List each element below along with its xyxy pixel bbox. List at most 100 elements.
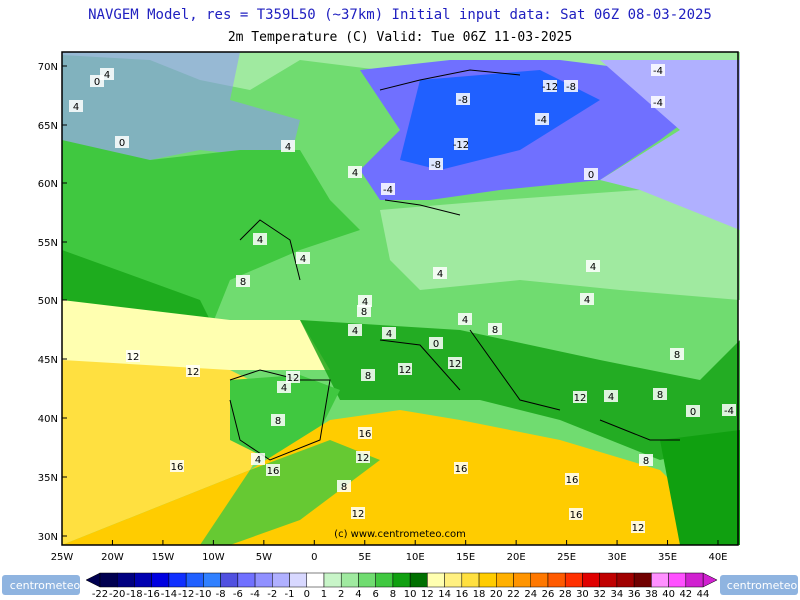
contour-label: 12: [187, 367, 200, 378]
contour-label-bg: [286, 371, 300, 383]
contour-label: 4: [362, 297, 368, 308]
legend-swatch: [134, 572, 152, 588]
legend-label: 16: [455, 589, 468, 600]
contour-label: 12: [357, 453, 370, 464]
contour-label: 8: [674, 350, 680, 361]
legend-swatch: [427, 572, 445, 588]
contour-label-bg: [361, 369, 375, 381]
contour-label: 8: [361, 307, 367, 318]
contour-label-bg: [639, 454, 653, 466]
legend-label: 22: [507, 589, 520, 600]
map: [61, 51, 740, 546]
legend-label: -16: [144, 589, 160, 600]
lat-label: 40N: [38, 414, 58, 425]
legend-swatch: [685, 572, 704, 588]
mediterranean-africa: [62, 410, 690, 545]
contour-label: 12: [574, 393, 587, 404]
lat-label: 55N: [38, 238, 58, 249]
contour-label: 0: [690, 407, 696, 418]
legend-label: 34: [611, 589, 624, 600]
contour-label-bg: [90, 75, 104, 87]
contour-label-bg: [535, 113, 549, 125]
lon-label: 5W: [256, 552, 272, 563]
legend-label: 10: [404, 589, 417, 600]
lon-label: 35E: [658, 552, 677, 563]
legend-label: 1: [321, 589, 327, 600]
contour-label-bg: [69, 100, 83, 112]
legend-swatch: [530, 572, 549, 588]
lon-label: 25W: [51, 552, 74, 563]
contour-label: -8: [566, 82, 576, 93]
contour-label: 0: [94, 77, 100, 88]
legend-swatch: [461, 572, 480, 588]
contour-label-bg: [488, 323, 502, 335]
legend-label: 4: [355, 589, 361, 600]
legend-label: -12: [178, 589, 194, 600]
legend-swatch: [116, 572, 135, 588]
legend-label: 20: [490, 589, 503, 600]
copyright: (c) www.centrometeo.com: [334, 529, 466, 540]
legend-swatch: [272, 572, 290, 588]
contour-label-bg: [126, 350, 140, 362]
logo-text: centrometeo: [10, 579, 81, 592]
contour-label: 4: [437, 269, 443, 280]
lon-label: 20E: [507, 552, 526, 563]
contour-label-bg: [454, 462, 468, 474]
levant: [660, 430, 740, 545]
contour-label: -12: [453, 140, 469, 151]
legend-label: 6: [372, 589, 378, 600]
contour-label-bg: [433, 267, 447, 279]
contour-label: 12: [127, 352, 140, 363]
lon-label: 20W: [101, 552, 124, 563]
legend-swatch: [185, 572, 204, 588]
lon-label: 15E: [456, 552, 475, 563]
legend-swatch: [582, 572, 600, 588]
contour-label-bg: [458, 313, 472, 325]
legend-swatch: [599, 572, 618, 588]
contour-label-bg: [356, 451, 370, 463]
contour-label: 4: [462, 315, 468, 326]
legend-swatch: [409, 572, 428, 588]
contour-label: -4: [653, 98, 663, 109]
contour-label: 16: [267, 466, 280, 477]
contour-label-bg: [584, 168, 598, 180]
legend-label: -1: [285, 589, 295, 600]
legend-label: 26: [542, 589, 555, 600]
legend-arrow-right: [702, 572, 718, 588]
lat-label: 65N: [38, 121, 58, 132]
contour-label: 4: [608, 392, 614, 403]
contour-label-bg: [651, 96, 665, 108]
legend-label: -2: [267, 589, 277, 600]
subtitle: 2m Temperature (C) Valid: Tue 06Z 11-03-…: [228, 30, 572, 45]
contour-label: 8: [275, 416, 281, 427]
legend-swatch: [99, 572, 118, 588]
contour-label-bg: [580, 293, 594, 305]
atlas: [200, 440, 380, 545]
contour-label-bg: [565, 473, 579, 485]
logo-text: centrometeo: [727, 579, 798, 592]
legend-swatch: [220, 572, 239, 588]
contour-label: 12: [399, 365, 412, 376]
legend-swatch: [633, 572, 652, 588]
contour-label: -4: [537, 115, 547, 126]
legend-label: 36: [628, 589, 641, 600]
contour-label-bg: [448, 357, 462, 369]
contour-label-bg: [543, 80, 557, 92]
contour-label-bg: [351, 507, 365, 519]
legend-label: -8: [216, 589, 226, 600]
legend-swatch: [564, 572, 583, 588]
contour-label: 16: [570, 510, 583, 521]
contour-label: 0: [433, 339, 439, 350]
contour-label-bg: [454, 138, 468, 150]
contour-label: 4: [300, 254, 306, 265]
legend-swatch: [375, 572, 394, 588]
contour-label-bg: [186, 365, 200, 377]
contour-label-bg: [398, 363, 412, 375]
lon-label: 0: [311, 552, 317, 563]
lat-label: 35N: [38, 473, 58, 484]
lat-label: 70N: [38, 62, 58, 73]
legend-label: 30: [576, 589, 589, 600]
contour-label: 0: [588, 170, 594, 181]
legend-label: -10: [195, 589, 211, 600]
lat-label: 45N: [38, 355, 58, 366]
